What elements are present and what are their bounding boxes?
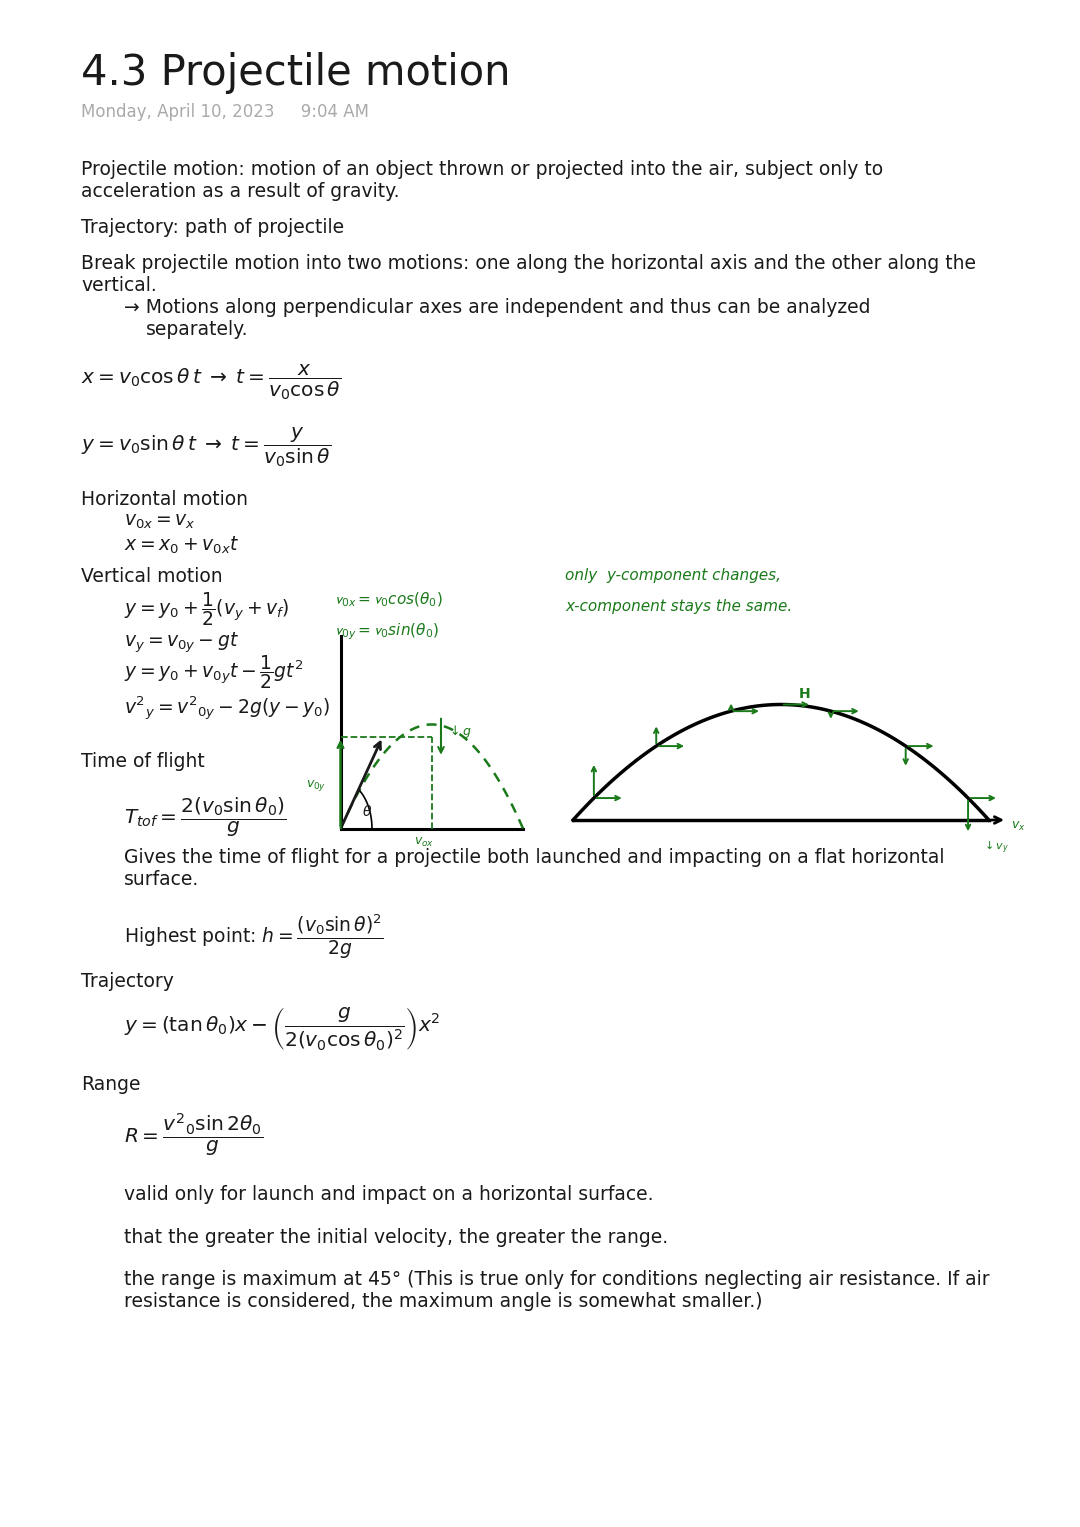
Text: the range is maximum at 45° (This is true only for conditions neglecting air res: the range is maximum at 45° (This is tru… [124, 1270, 990, 1289]
Text: $v^2{}_y = v^2{}_{0y} - 2g(y - y_0)$: $v^2{}_y = v^2{}_{0y} - 2g(y - y_0)$ [124, 695, 330, 722]
Text: Trajectory: Trajectory [81, 973, 174, 991]
Text: Vertical motion: Vertical motion [81, 567, 222, 586]
Text: that the greater the initial velocity, the greater the range.: that the greater the initial velocity, t… [124, 1228, 669, 1248]
Text: $x = x_0 + v_{0x}t$: $x = x_0 + v_{0x}t$ [124, 534, 240, 556]
Text: surface.: surface. [124, 870, 200, 889]
Text: Highest point: $h = \dfrac{(v_0 \sin\theta)^2}{2g}$: Highest point: $h = \dfrac{(v_0 \sin\the… [124, 912, 384, 960]
Text: $v_y = v_{0y} - gt$: $v_y = v_{0y} - gt$ [124, 631, 240, 655]
Text: acceleration as a result of gravity.: acceleration as a result of gravity. [81, 182, 400, 202]
Text: $v_{0x} = v_x$: $v_{0x} = v_x$ [124, 512, 195, 531]
Text: $x = v_0 \cos\theta\, t \;\rightarrow\; t = \dfrac{x}{v_0 \cos\theta}$: $x = v_0 \cos\theta\, t \;\rightarrow\; … [81, 362, 341, 402]
Text: $\mathcal{v}_{0y} = \mathcal{v}_0 sin(\theta_0)$: $\mathcal{v}_{0y} = \mathcal{v}_0 sin(\t… [335, 621, 440, 641]
Text: x-component stays the same.: x-component stays the same. [565, 599, 793, 614]
Text: $v_{0y}$: $v_{0y}$ [306, 777, 326, 793]
Text: $T_{tof} = \dfrac{2(v_0 \sin\theta_0)}{g}$: $T_{tof} = \dfrac{2(v_0 \sin\theta_0)}{g… [124, 796, 286, 838]
Text: $R = \dfrac{v^2{}_0 \sin 2\theta_0}{g}$: $R = \dfrac{v^2{}_0 \sin 2\theta_0}{g}$ [124, 1112, 264, 1159]
Text: $\downarrow v_y$: $\downarrow v_y$ [982, 838, 1009, 855]
Text: Time of flight: Time of flight [81, 751, 205, 771]
Text: Range: Range [81, 1075, 140, 1093]
Text: $y = v_0 \sin\theta\, t \;\rightarrow\; t = \dfrac{y}{v_0 \sin\theta}$: $y = v_0 \sin\theta\, t \;\rightarrow\; … [81, 425, 332, 469]
Text: $\theta$: $\theta$ [362, 805, 372, 818]
Text: Horizontal motion: Horizontal motion [81, 490, 248, 508]
Text: 4.3 Projectile motion: 4.3 Projectile motion [81, 52, 511, 95]
Text: only  y-component changes,: only y-component changes, [565, 568, 781, 583]
Text: valid only for launch and impact on a horizontal surface.: valid only for launch and impact on a ho… [124, 1185, 653, 1203]
Text: H: H [799, 687, 811, 701]
Text: Gives the time of flight for a projectile both launched and impacting on a flat : Gives the time of flight for a projectil… [124, 847, 945, 867]
Text: → Motions along perpendicular axes are independent and thus can be analyzed: → Motions along perpendicular axes are i… [124, 298, 870, 318]
Text: Trajectory: path of projectile: Trajectory: path of projectile [81, 218, 345, 237]
Text: $y = y_0 + v_{0y}t - \dfrac{1}{2}gt^2$: $y = y_0 + v_{0y}t - \dfrac{1}{2}gt^2$ [124, 654, 303, 690]
Text: separately.: separately. [146, 321, 248, 339]
Text: $\mathcal{v}_{0x} = \mathcal{v}_0 cos(\theta_0)$: $\mathcal{v}_{0x} = \mathcal{v}_0 cos(\t… [335, 591, 443, 609]
Text: $v_x$: $v_x$ [1011, 820, 1025, 834]
Text: Break projectile motion into two motions: one along the horizontal axis and the : Break projectile motion into two motions… [81, 253, 976, 273]
Text: vertical.: vertical. [81, 276, 157, 295]
Text: resistance is considered, the maximum angle is somewhat smaller.): resistance is considered, the maximum an… [124, 1292, 762, 1312]
Text: Projectile motion: motion of an object thrown or projected into the air, subject: Projectile motion: motion of an object t… [81, 160, 883, 179]
Text: Monday, April 10, 2023     9:04 AM: Monday, April 10, 2023 9:04 AM [81, 102, 369, 121]
Text: $y = y_0 + \dfrac{1}{2}(v_y + v_f)$: $y = y_0 + \dfrac{1}{2}(v_y + v_f)$ [124, 589, 289, 628]
Text: $v_{ox}$: $v_{ox}$ [415, 835, 434, 849]
Text: $y = (\tan\theta_0)x - \left(\dfrac{g}{2(v_0 \cos\theta_0)^2}\right)x^2$: $y = (\tan\theta_0)x - \left(\dfrac{g}{2… [124, 1005, 441, 1052]
Text: $\downarrow g$: $\downarrow g$ [447, 724, 472, 741]
